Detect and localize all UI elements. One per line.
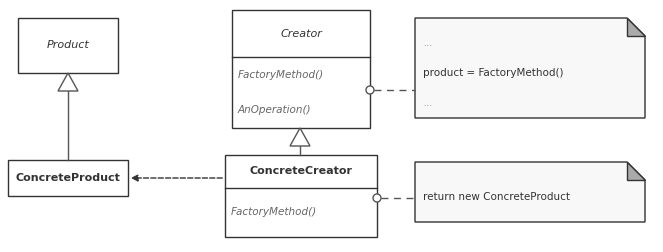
Text: ...: ... bbox=[423, 38, 433, 48]
Polygon shape bbox=[627, 162, 645, 180]
Bar bbox=[232, 10, 370, 128]
Circle shape bbox=[373, 194, 381, 202]
Polygon shape bbox=[415, 18, 645, 118]
Text: Creator: Creator bbox=[280, 28, 322, 39]
Text: Product: Product bbox=[46, 41, 90, 50]
Text: FactoryMethod(): FactoryMethod() bbox=[238, 70, 324, 80]
Circle shape bbox=[366, 86, 374, 94]
Polygon shape bbox=[290, 128, 310, 146]
Polygon shape bbox=[58, 73, 78, 91]
Bar bbox=[8, 160, 128, 196]
Polygon shape bbox=[415, 162, 645, 222]
Text: AnOperation(): AnOperation() bbox=[238, 105, 312, 115]
Bar bbox=[225, 155, 377, 237]
Bar bbox=[18, 18, 118, 73]
Text: ConcreteProduct: ConcreteProduct bbox=[15, 173, 121, 183]
Text: product = FactoryMethod(): product = FactoryMethod() bbox=[423, 68, 564, 78]
Polygon shape bbox=[627, 18, 645, 36]
Text: FactoryMethod(): FactoryMethod() bbox=[231, 207, 317, 217]
Text: ConcreteCreator: ConcreteCreator bbox=[249, 166, 353, 176]
Text: return new ConcreteProduct: return new ConcreteProduct bbox=[423, 192, 570, 202]
Text: ...: ... bbox=[423, 98, 433, 108]
